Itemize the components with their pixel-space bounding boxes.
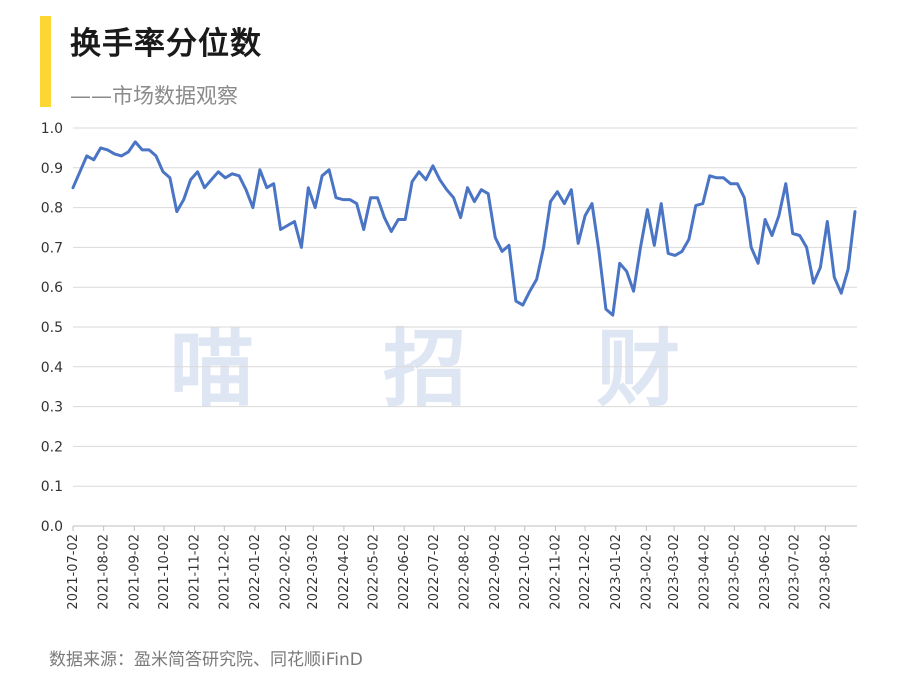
- y-tick-label: 0.1: [41, 479, 63, 495]
- x-tick-label: 2022-07-02: [427, 534, 442, 610]
- y-tick-label: 0.3: [41, 400, 63, 416]
- x-tick-label: 2021-08-02: [97, 534, 112, 610]
- x-tick-label: 2022-01-02: [248, 534, 263, 610]
- x-tick-label: 2022-04-02: [337, 534, 352, 610]
- x-tick-label: 2021-10-02: [157, 534, 172, 610]
- x-tick-label: 2022-12-02: [578, 534, 593, 610]
- x-tick-label: 2022-03-02: [306, 534, 321, 610]
- x-tick-label: 2021-11-02: [188, 534, 203, 610]
- y-tick-label: 1.0: [41, 121, 63, 137]
- chart-subtitle: ——市场数据观察: [70, 84, 238, 108]
- x-tick-label: 2021-07-02: [66, 534, 81, 610]
- line-chart: 喵 招 财 0.0 0.1 0.2 0.3 0.4 0.5 0.6 0.7 0.8 0.9 1.0 20…: [41, 121, 857, 610]
- x-tick-label: 2023-08-02: [818, 534, 833, 610]
- x-tick-label: 2021-09-02: [127, 534, 142, 610]
- x-tick-label: 2023-06-02: [758, 534, 773, 610]
- y-tick-label: 0.6: [41, 280, 63, 296]
- x-tick-label: 2023-03-02: [667, 534, 682, 610]
- x-tick-label: 2022-02-02: [279, 534, 294, 610]
- y-tick-label: 0.5: [41, 320, 63, 336]
- title-accent-bar: [40, 16, 51, 107]
- chart-title: 换手率分位数: [70, 26, 262, 62]
- x-tick-label: 2023-07-02: [788, 534, 803, 610]
- y-tick-label: 0.0: [41, 519, 63, 535]
- x-tick-label: 2023-02-02: [639, 534, 654, 610]
- x-tick-label: 2022-05-02: [367, 534, 382, 610]
- y-tick-label: 0.7: [41, 240, 63, 256]
- y-tick-label: 0.4: [41, 360, 63, 376]
- x-tick-label: 2022-10-02: [518, 534, 533, 610]
- y-tick-label: 0.9: [41, 161, 63, 177]
- x-tick-label: 2022-08-02: [458, 534, 473, 610]
- series-line: [71, 140, 857, 317]
- x-tick-label: 2022-09-02: [488, 534, 503, 610]
- y-tick-label: 0.2: [41, 439, 63, 455]
- x-tick-label: 2022-11-02: [548, 534, 563, 610]
- x-tick-label: 2023-04-02: [698, 534, 713, 610]
- watermark-text: 喵 招 财: [170, 320, 731, 418]
- data-source-note: 数据来源：盈米简答研究院、同花顺iFinD: [49, 650, 363, 670]
- y-tick-label: 0.8: [41, 201, 63, 217]
- x-tick-label: 2021-12-02: [217, 534, 232, 610]
- x-tick-label: 2022-06-02: [397, 534, 412, 610]
- x-tick-label: 2023-05-02: [727, 534, 742, 610]
- x-tick-label: 2023-01-02: [609, 534, 624, 610]
